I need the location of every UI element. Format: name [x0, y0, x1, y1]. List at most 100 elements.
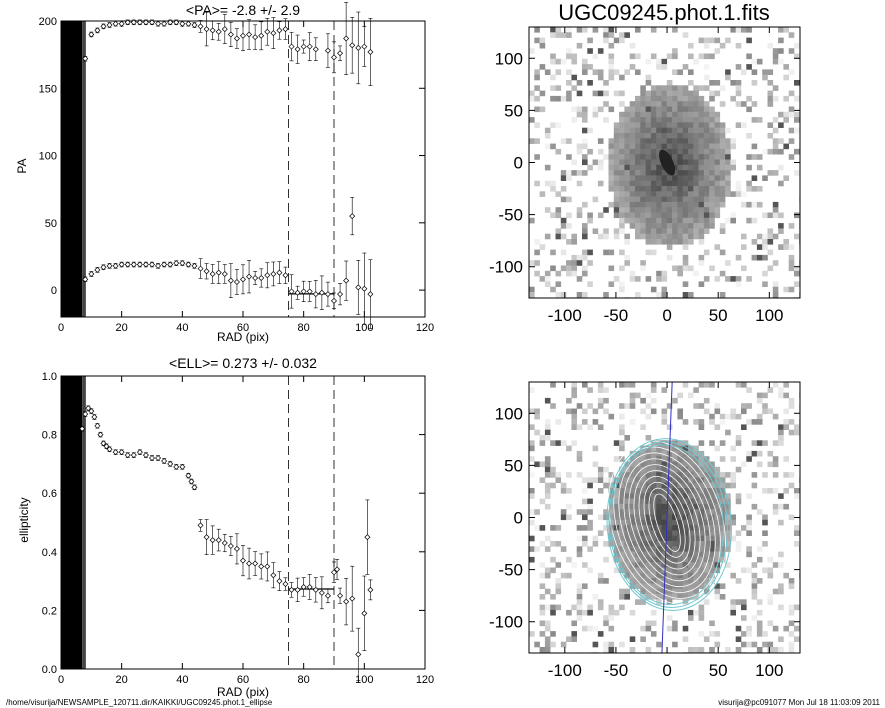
image-pixel — [693, 482, 699, 489]
image-pixel — [629, 53, 636, 60]
image-pixel — [682, 477, 689, 483]
image-pixel — [571, 260, 577, 266]
image-pixel — [645, 546, 652, 552]
image-pixel — [682, 445, 689, 452]
image-pixel — [672, 530, 678, 536]
image-pixel — [783, 239, 789, 245]
image-pixel — [597, 424, 604, 430]
image-pixel — [698, 117, 705, 123]
image-pixel — [703, 509, 710, 515]
image-pixel — [741, 382, 747, 388]
image-pixel — [703, 397, 710, 404]
image-pixel — [794, 111, 800, 118]
image-pixel — [756, 450, 763, 457]
image-pixel — [619, 164, 625, 171]
image-pixel — [566, 488, 572, 494]
image-pixel — [746, 456, 752, 462]
image-pixel — [529, 631, 535, 637]
image-pixel — [544, 456, 551, 462]
image-pixel — [624, 191, 630, 197]
image-pixel — [645, 74, 652, 81]
image-pixel — [656, 477, 662, 483]
image-pixel — [703, 64, 710, 70]
image-pixel — [688, 503, 694, 510]
image-pixel — [624, 186, 630, 192]
image-pixel — [619, 594, 625, 600]
image-pixel — [539, 594, 546, 600]
image-pixel — [656, 493, 662, 499]
image-pixel — [698, 647, 705, 653]
data-point — [203, 534, 210, 541]
image-pixel — [677, 133, 683, 139]
image-pixel — [693, 488, 699, 494]
image-pixel — [688, 445, 694, 452]
image-pixel — [656, 85, 662, 91]
image-pixel — [746, 493, 752, 499]
image-pixel — [656, 148, 662, 155]
image-pixel — [725, 143, 731, 150]
image-pixel — [656, 503, 662, 510]
data-point — [118, 261, 125, 268]
image-pixel — [624, 556, 630, 563]
image-pixel — [544, 133, 551, 139]
image-pixel — [534, 85, 540, 91]
image-pixel — [693, 551, 699, 558]
image-pixel — [767, 647, 774, 653]
image-pixel — [624, 477, 630, 483]
image-pixel — [656, 233, 662, 240]
image-pixel — [560, 223, 567, 229]
image-pixel — [672, 196, 678, 203]
data-point — [191, 22, 198, 29]
image-pixel — [714, 117, 721, 123]
image-pixel — [529, 117, 535, 123]
image-pixel — [597, 578, 604, 584]
data-point — [191, 484, 198, 491]
image-pixel — [640, 138, 646, 144]
image-pixel — [645, 503, 652, 510]
image-pixel — [640, 408, 646, 415]
image-pixel — [534, 74, 540, 81]
image-pixel — [539, 440, 546, 446]
image-pixel — [688, 164, 694, 171]
image-pixel — [640, 572, 646, 579]
image-pixel — [703, 541, 710, 547]
image-pixel — [709, 117, 715, 123]
image-pixel — [624, 180, 630, 187]
image-pixel — [677, 488, 683, 494]
image-pixel — [608, 138, 615, 144]
x-tick-label: 100 — [355, 322, 373, 334]
image-pixel — [534, 69, 540, 75]
image-pixel — [794, 625, 800, 632]
image-pixel — [682, 509, 689, 515]
image-pixel — [650, 228, 657, 234]
image-pixel — [693, 233, 699, 240]
image-pixel — [794, 95, 800, 102]
image-pixel — [735, 80, 742, 86]
image-pixel — [719, 498, 726, 505]
image-pixel — [619, 175, 625, 181]
image-pixel — [635, 493, 641, 499]
image-pixel — [555, 604, 562, 611]
image-pixel — [656, 445, 662, 452]
data-point — [173, 260, 180, 267]
image-pixel — [714, 122, 721, 128]
image-pixel — [703, 535, 710, 542]
image-pixel — [682, 292, 689, 298]
image-pixel — [529, 292, 535, 298]
image-pixel — [566, 95, 572, 102]
image-pixel — [762, 530, 768, 536]
image-pixel — [783, 244, 789, 250]
image-pixel — [703, 567, 710, 574]
image-pixel — [741, 265, 747, 272]
image-pixel — [735, 382, 742, 388]
image-pixel — [788, 138, 795, 144]
image-pixel — [730, 413, 736, 420]
image-pixel — [746, 95, 752, 102]
image-pixel — [698, 583, 705, 589]
data-point — [252, 560, 259, 567]
image-pixel — [640, 265, 646, 272]
image-pixel — [661, 535, 668, 542]
image-pixel — [751, 143, 758, 150]
image-pixel — [603, 32, 609, 38]
image-pixel — [571, 265, 577, 272]
